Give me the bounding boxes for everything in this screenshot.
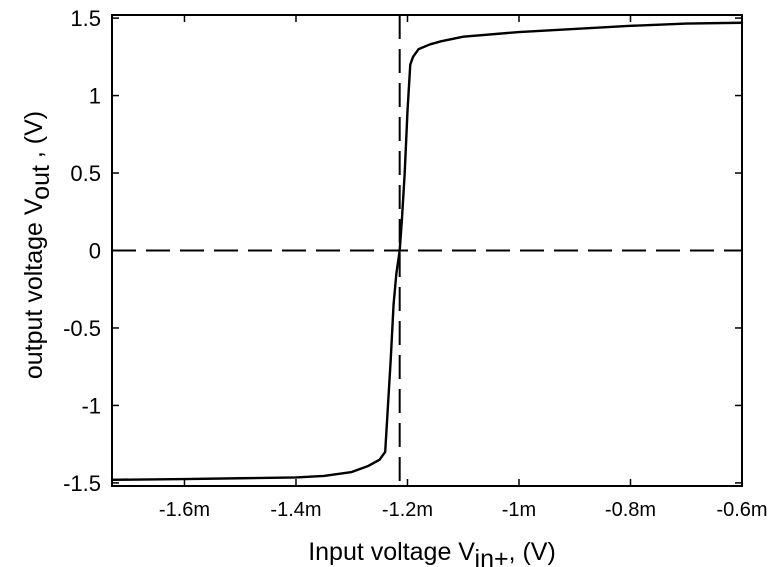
y-axis-label-suffix: , (V) bbox=[20, 111, 48, 165]
x-axis-label-prefix: Input voltage V bbox=[308, 538, 475, 566]
y-tick-label: 1 bbox=[89, 84, 101, 109]
x-axis-label: Input voltage Vin+, (V) bbox=[308, 538, 556, 567]
x-tick-label: -1.2m bbox=[382, 499, 433, 521]
series-layer bbox=[110, 21, 744, 481]
y-tick-label: 1.5 bbox=[70, 6, 101, 31]
y-tick-label: -1.5 bbox=[63, 471, 101, 496]
x-axis-label-suffix: , (V) bbox=[509, 538, 556, 566]
reference-lines bbox=[112, 15, 742, 486]
x-tick-label: -1.4m bbox=[270, 499, 321, 521]
tick-layer: -1.6m -1.4m -1.2m -1m -0.8m -0.6m 1.5 1 0.5 0 -0.5… bbox=[63, 6, 767, 521]
y-axis-label: output voltage Vout , (V) bbox=[20, 111, 55, 379]
y-tick-label: 0.5 bbox=[70, 161, 101, 186]
y-axis-label-prefix: output voltage V bbox=[20, 198, 48, 379]
y-tick-label: -1 bbox=[81, 393, 101, 418]
x-tick-label: -1m bbox=[502, 499, 536, 521]
series-line-0 bbox=[110, 21, 744, 481]
x-tick-label: -1.6m bbox=[159, 499, 210, 521]
x-tick-label: -0.6m bbox=[716, 499, 767, 521]
y-tick-label: -0.5 bbox=[63, 316, 101, 341]
x-tick-label: -0.8m bbox=[605, 499, 656, 521]
y-tick-label: 0 bbox=[89, 239, 101, 264]
x-axis-label-subscript: in+ bbox=[475, 545, 509, 567]
y-axis-label-subscript: out bbox=[27, 165, 55, 200]
plot-frame bbox=[111, 14, 743, 487]
